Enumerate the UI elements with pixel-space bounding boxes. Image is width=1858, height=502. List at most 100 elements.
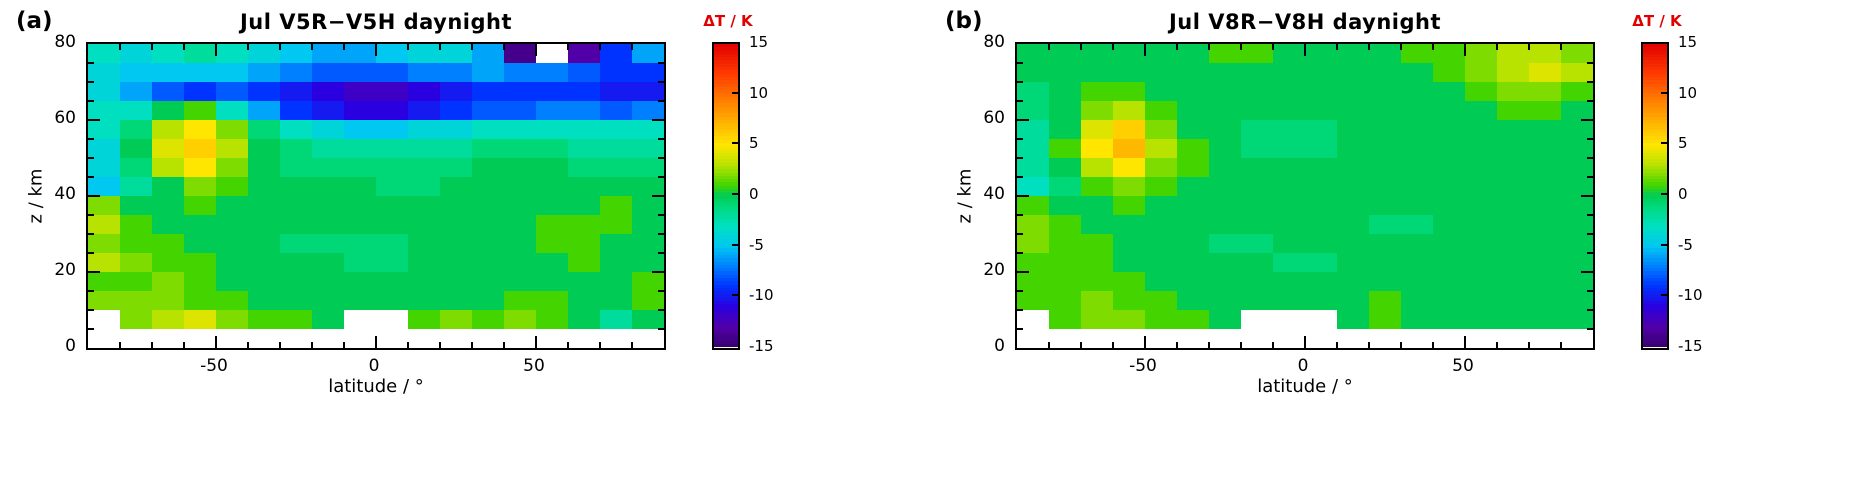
colorbar-slice (714, 241, 738, 246)
heatmap-cell (1113, 253, 1145, 272)
colorbar-slice (714, 156, 738, 160)
colorbar-slice (714, 344, 738, 348)
heatmap-cell (344, 329, 376, 348)
heatmap-cell (1305, 329, 1337, 348)
heatmap-cell (1529, 196, 1561, 215)
x-tick (1272, 342, 1274, 348)
heatmap-cell (1561, 215, 1593, 234)
heatmap-cell (376, 82, 408, 101)
heatmap-cell (1273, 272, 1305, 291)
colorbar-slice (714, 103, 738, 107)
colorbar-title: ΔT / K (703, 12, 753, 30)
heatmap-cell (1561, 101, 1593, 120)
x-tick (1400, 342, 1402, 348)
heatmap-cell (1465, 82, 1497, 101)
heatmap-cell (1081, 291, 1113, 310)
y-tick (88, 309, 94, 311)
colorbar-slice (1643, 73, 1667, 77)
colorbar-slice (1643, 225, 1667, 229)
heatmap-cell (280, 215, 312, 234)
heatmap-cell (376, 253, 408, 272)
heatmap-cell (1337, 158, 1369, 177)
heatmap-cell (472, 310, 504, 329)
y-tick (658, 81, 664, 83)
colorbar-slice (714, 334, 738, 338)
heatmap-cell (248, 215, 280, 234)
heatmap-cell (472, 63, 504, 82)
heatmap-cell (1209, 44, 1241, 63)
colorbar-tick (1661, 193, 1667, 195)
heatmap-cell (504, 196, 536, 215)
y-tick-label: 60 (54, 108, 76, 128)
heatmap-cell (408, 139, 440, 158)
heatmap-cell (1465, 158, 1497, 177)
y-tick (1017, 328, 1023, 330)
heatmap-cell (1305, 120, 1337, 139)
heatmap-cell (1529, 63, 1561, 82)
heatmap-cell (1529, 139, 1561, 158)
colorbar-slice (714, 261, 738, 265)
colorbar-slice (1643, 86, 1667, 91)
heatmap-cell (1433, 177, 1465, 196)
heatmap-cell (1433, 215, 1465, 234)
y-tick (1587, 81, 1593, 83)
plot-title: Jul V8R−V8H daynight (1168, 10, 1442, 34)
heatmap-cell (568, 139, 600, 158)
heatmap-cell (632, 215, 664, 234)
heatmap-cell (1017, 177, 1049, 196)
colorbar-tick (1661, 243, 1667, 246)
y-tick (1017, 157, 1023, 159)
heatmap-cell (504, 158, 536, 177)
heatmap-cell (1465, 215, 1497, 234)
heatmap-cell (152, 196, 184, 215)
heatmap-cell (568, 120, 600, 139)
heatmap-cell (408, 177, 440, 196)
heatmap-cell (248, 120, 280, 139)
heatmap-cell (1113, 101, 1145, 120)
colorbar-slice (1643, 123, 1667, 127)
heatmap-cell (600, 120, 632, 139)
colorbar-slice (1643, 152, 1667, 157)
colorbar-slice (714, 245, 738, 249)
heatmap-cell (600, 272, 632, 291)
heatmap-cell (1113, 82, 1145, 101)
heatmap-cell (1145, 101, 1177, 120)
heatmap-cell (216, 82, 248, 101)
heatmap-cell (536, 177, 568, 196)
heatmap-cell (408, 272, 440, 291)
heatmap-cell (120, 291, 152, 310)
heatmap-cell (504, 44, 536, 63)
colorbar-slice (714, 80, 738, 84)
heatmap-cell (632, 253, 664, 272)
heatmap-cell (184, 177, 216, 196)
heatmap-cell (1529, 253, 1561, 272)
heatmap-cell (1369, 120, 1401, 139)
heatmap-cell (216, 177, 248, 196)
heatmap-cell (120, 139, 152, 158)
heatmap-cell (1369, 272, 1401, 291)
heatmap-cell (1305, 253, 1337, 272)
heatmap-cell (1049, 139, 1081, 158)
colorbar-slice (1643, 103, 1667, 107)
heatmap-cell (1561, 234, 1593, 253)
heatmap-cell (1529, 310, 1561, 329)
x-tick (215, 336, 217, 348)
colorbar-slice (1643, 274, 1667, 279)
heatmap-cell (376, 177, 408, 196)
heatmap-cell (440, 158, 472, 177)
heatmap-cell (152, 120, 184, 139)
heatmap-cell (536, 272, 568, 291)
heatmap-cell (1465, 177, 1497, 196)
colorbar-slice (714, 126, 738, 130)
colorbar-slice (714, 146, 738, 150)
heatmap-cell (1337, 139, 1369, 158)
heatmap-cell (1337, 196, 1369, 215)
heatmap-cell (1113, 329, 1145, 348)
heatmap-cell (440, 253, 472, 272)
x-tick (503, 44, 505, 50)
heatmap-cell (1241, 63, 1273, 82)
heatmap-cell (1049, 329, 1081, 348)
heatmap-cell (1305, 234, 1337, 253)
heatmap-cell (1497, 44, 1529, 63)
heatmap-cell (1145, 177, 1177, 196)
